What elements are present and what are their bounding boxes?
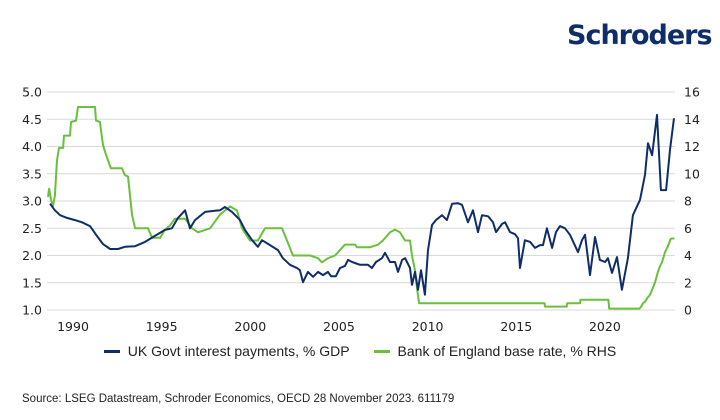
legend-item-base-rate: Bank of England base rate, % RHS	[373, 343, 617, 359]
series-line-interest-payments	[49, 113, 675, 296]
legend-label-base-rate: Bank of England base rate, % RHS	[397, 343, 617, 359]
x-tick-label: 2000	[234, 319, 266, 334]
source-note: Source: LSEG Datastream, Schroder Econom…	[22, 393, 455, 405]
x-tick-label: 2020	[589, 319, 621, 334]
legend-swatch-green	[373, 349, 390, 353]
right-tick-label: 14	[684, 112, 700, 127]
left-tick-label: 4.0	[22, 139, 42, 154]
legend-swatch-blue	[103, 349, 120, 353]
gridlines	[47, 91, 675, 311]
right-tick-label: 8	[684, 194, 692, 209]
x-tick-label: 1990	[57, 319, 89, 334]
right-tick-label: 2	[684, 275, 692, 290]
legend-item-interest-payments: UK Govt interest payments, % GDP	[103, 343, 350, 359]
x-tick-label: 2005	[323, 319, 355, 334]
left-tick-label: 3.0	[22, 194, 42, 209]
right-axis-ticks: 0 2 4 6 8 10 12 14 16	[684, 85, 700, 318]
left-tick-label: 1.5	[22, 275, 42, 290]
x-tick-label: 1995	[146, 319, 178, 334]
right-tick-label: 12	[684, 139, 700, 154]
right-tick-label: 10	[684, 166, 700, 181]
line-chart: 1.0 1.5 2.0 2.5 3.0 3.5 4.0 4.5 5.0 0 2 4 6 8 10 12 14 1…	[22, 85, 700, 335]
left-tick-label: 2.0	[22, 248, 42, 263]
left-tick-label: 4.5	[22, 112, 42, 127]
left-tick-label: 3.5	[22, 166, 42, 181]
left-tick-label: 5.0	[22, 85, 42, 100]
legend: UK Govt interest payments, % GDP Bank of…	[0, 343, 720, 359]
left-axis-ticks: 1.0 1.5 2.0 2.5 3.0 3.5 4.0 4.5 5.0	[22, 85, 42, 318]
right-tick-label: 0	[684, 303, 692, 318]
right-tick-label: 4	[684, 248, 692, 263]
series-line-base-rate	[47, 106, 675, 310]
x-tick-label: 2010	[412, 319, 444, 334]
series-lines	[47, 106, 675, 310]
legend-label-interest-payments: UK Govt interest payments, % GDP	[127, 343, 350, 359]
right-tick-label: 16	[684, 85, 700, 100]
x-axis-ticks: 1990 1995 2000 2005 2010 2015 2020	[57, 319, 621, 334]
x-tick-label: 2015	[500, 319, 532, 334]
right-tick-label: 6	[684, 221, 692, 236]
schroders-logo: Schroders	[567, 20, 713, 51]
left-tick-label: 2.5	[22, 221, 42, 236]
left-tick-label: 1.0	[22, 303, 42, 318]
